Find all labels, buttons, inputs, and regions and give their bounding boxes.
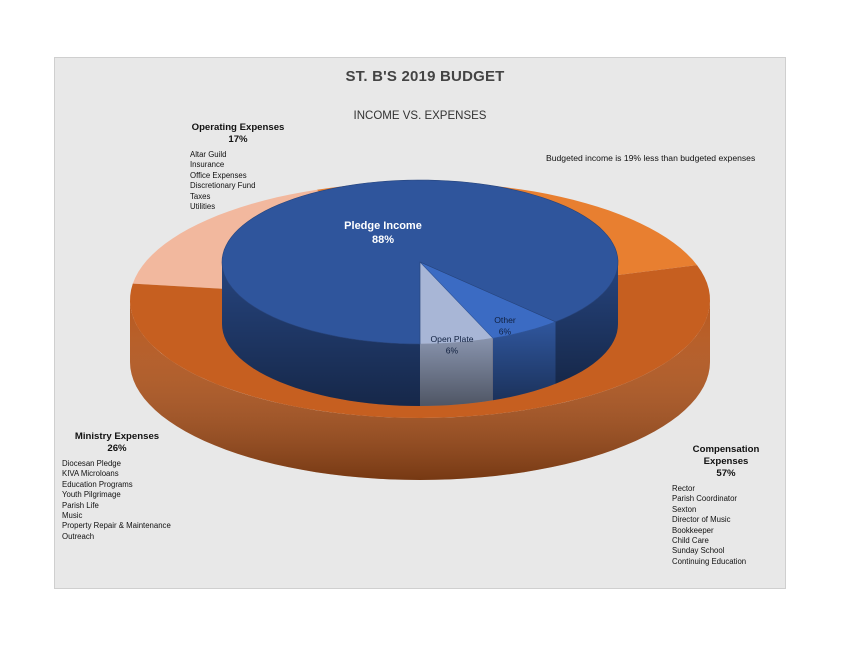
- slice-side-other-shade: [492, 321, 556, 401]
- slice-label: Ministry Expenses: [74, 431, 160, 442]
- slice-percent: 57%: [716, 468, 736, 479]
- data-label-pledge-income: Pledge Income: [344, 220, 422, 232]
- inner-pie-labels: Pledge Income 88% Other 6% Open Plate 6%: [344, 220, 516, 356]
- outer-ring-side: [130, 300, 710, 480]
- compensation-expenses-label: Compensation Expenses 57% Rector Parish C…: [672, 444, 780, 567]
- list-item: Outreach: [62, 531, 95, 541]
- list-item: Education Programs: [62, 479, 133, 489]
- data-label-other: Other: [494, 315, 516, 325]
- ministry-expenses-label: Ministry Expenses 26% Diocesan Pledge KIV…: [62, 431, 172, 542]
- ministry-items: Diocesan Pledge KIVA Microloans Education …: [62, 459, 172, 542]
- operating-expenses-label: Operating Expenses 17% Altar Guild Insura…: [190, 122, 286, 212]
- slice-open-plate: [419, 261, 494, 345]
- list-item: Bookkeeper: [672, 525, 714, 535]
- slice-label: Compensation Expenses: [692, 444, 760, 467]
- list-item: Sexton: [672, 504, 697, 514]
- list-item: Discretionary Fund: [190, 181, 256, 191]
- budget-note: Budgeted income is 19% less than budgete…: [546, 153, 756, 163]
- list-item: Child Care: [672, 536, 709, 546]
- chart-subtitle: INCOME VS. EXPENSES: [353, 110, 487, 122]
- list-item: Office Expenses: [190, 170, 247, 180]
- list-item: Utilities: [190, 202, 216, 212]
- list-item: Music: [62, 511, 83, 521]
- inner-pie-side: [222, 262, 618, 406]
- list-item: Diocesan Pledge: [62, 459, 121, 468]
- list-item: Director of Music: [672, 515, 731, 525]
- slice-side-open-plate-shade: [420, 338, 493, 406]
- list-item: Altar Guild: [190, 150, 227, 159]
- slice-label: Operating Expenses: [191, 122, 285, 133]
- compensation-items: Rector Parish Coordinator Sexton Director o…: [672, 484, 780, 567]
- data-label-open-plate: Open Plate: [431, 334, 474, 344]
- list-item: Continuing Education: [672, 556, 747, 566]
- slice-percent: 17%: [228, 134, 248, 145]
- list-item: Youth Pilgrimage: [62, 490, 121, 500]
- list-item: Taxes: [190, 191, 211, 201]
- slice-side-compensation-expenses-shade: [130, 300, 710, 480]
- data-percent-open-plate: 6%: [446, 346, 459, 356]
- slice-pledge-income: [221, 179, 619, 345]
- inner-pie-top: [221, 179, 619, 345]
- slice-other: [419, 261, 557, 339]
- list-item: Sunday School: [672, 546, 725, 556]
- list-item: Insurance: [190, 160, 225, 170]
- list-item: Parish Life: [62, 500, 99, 510]
- data-percent-other: 6%: [499, 327, 512, 337]
- chart-title: ST. B'S 2019 BUDGET: [345, 68, 505, 85]
- slice-percent: 26%: [107, 443, 127, 454]
- slice-side-pledge-income-shade: [222, 262, 420, 406]
- operating-items: Altar Guild Insurance Office Expenses Discr…: [190, 150, 286, 212]
- list-item: Parish Coordinator: [672, 494, 738, 504]
- data-percent-pledge-income: 88%: [372, 234, 394, 246]
- list-item: Rector: [672, 484, 695, 493]
- list-item: KIVA Microloans: [62, 469, 119, 479]
- slice-side-pledge-income-shade: [555, 262, 618, 384]
- list-item: Property Repair & Maintenance: [62, 521, 171, 531]
